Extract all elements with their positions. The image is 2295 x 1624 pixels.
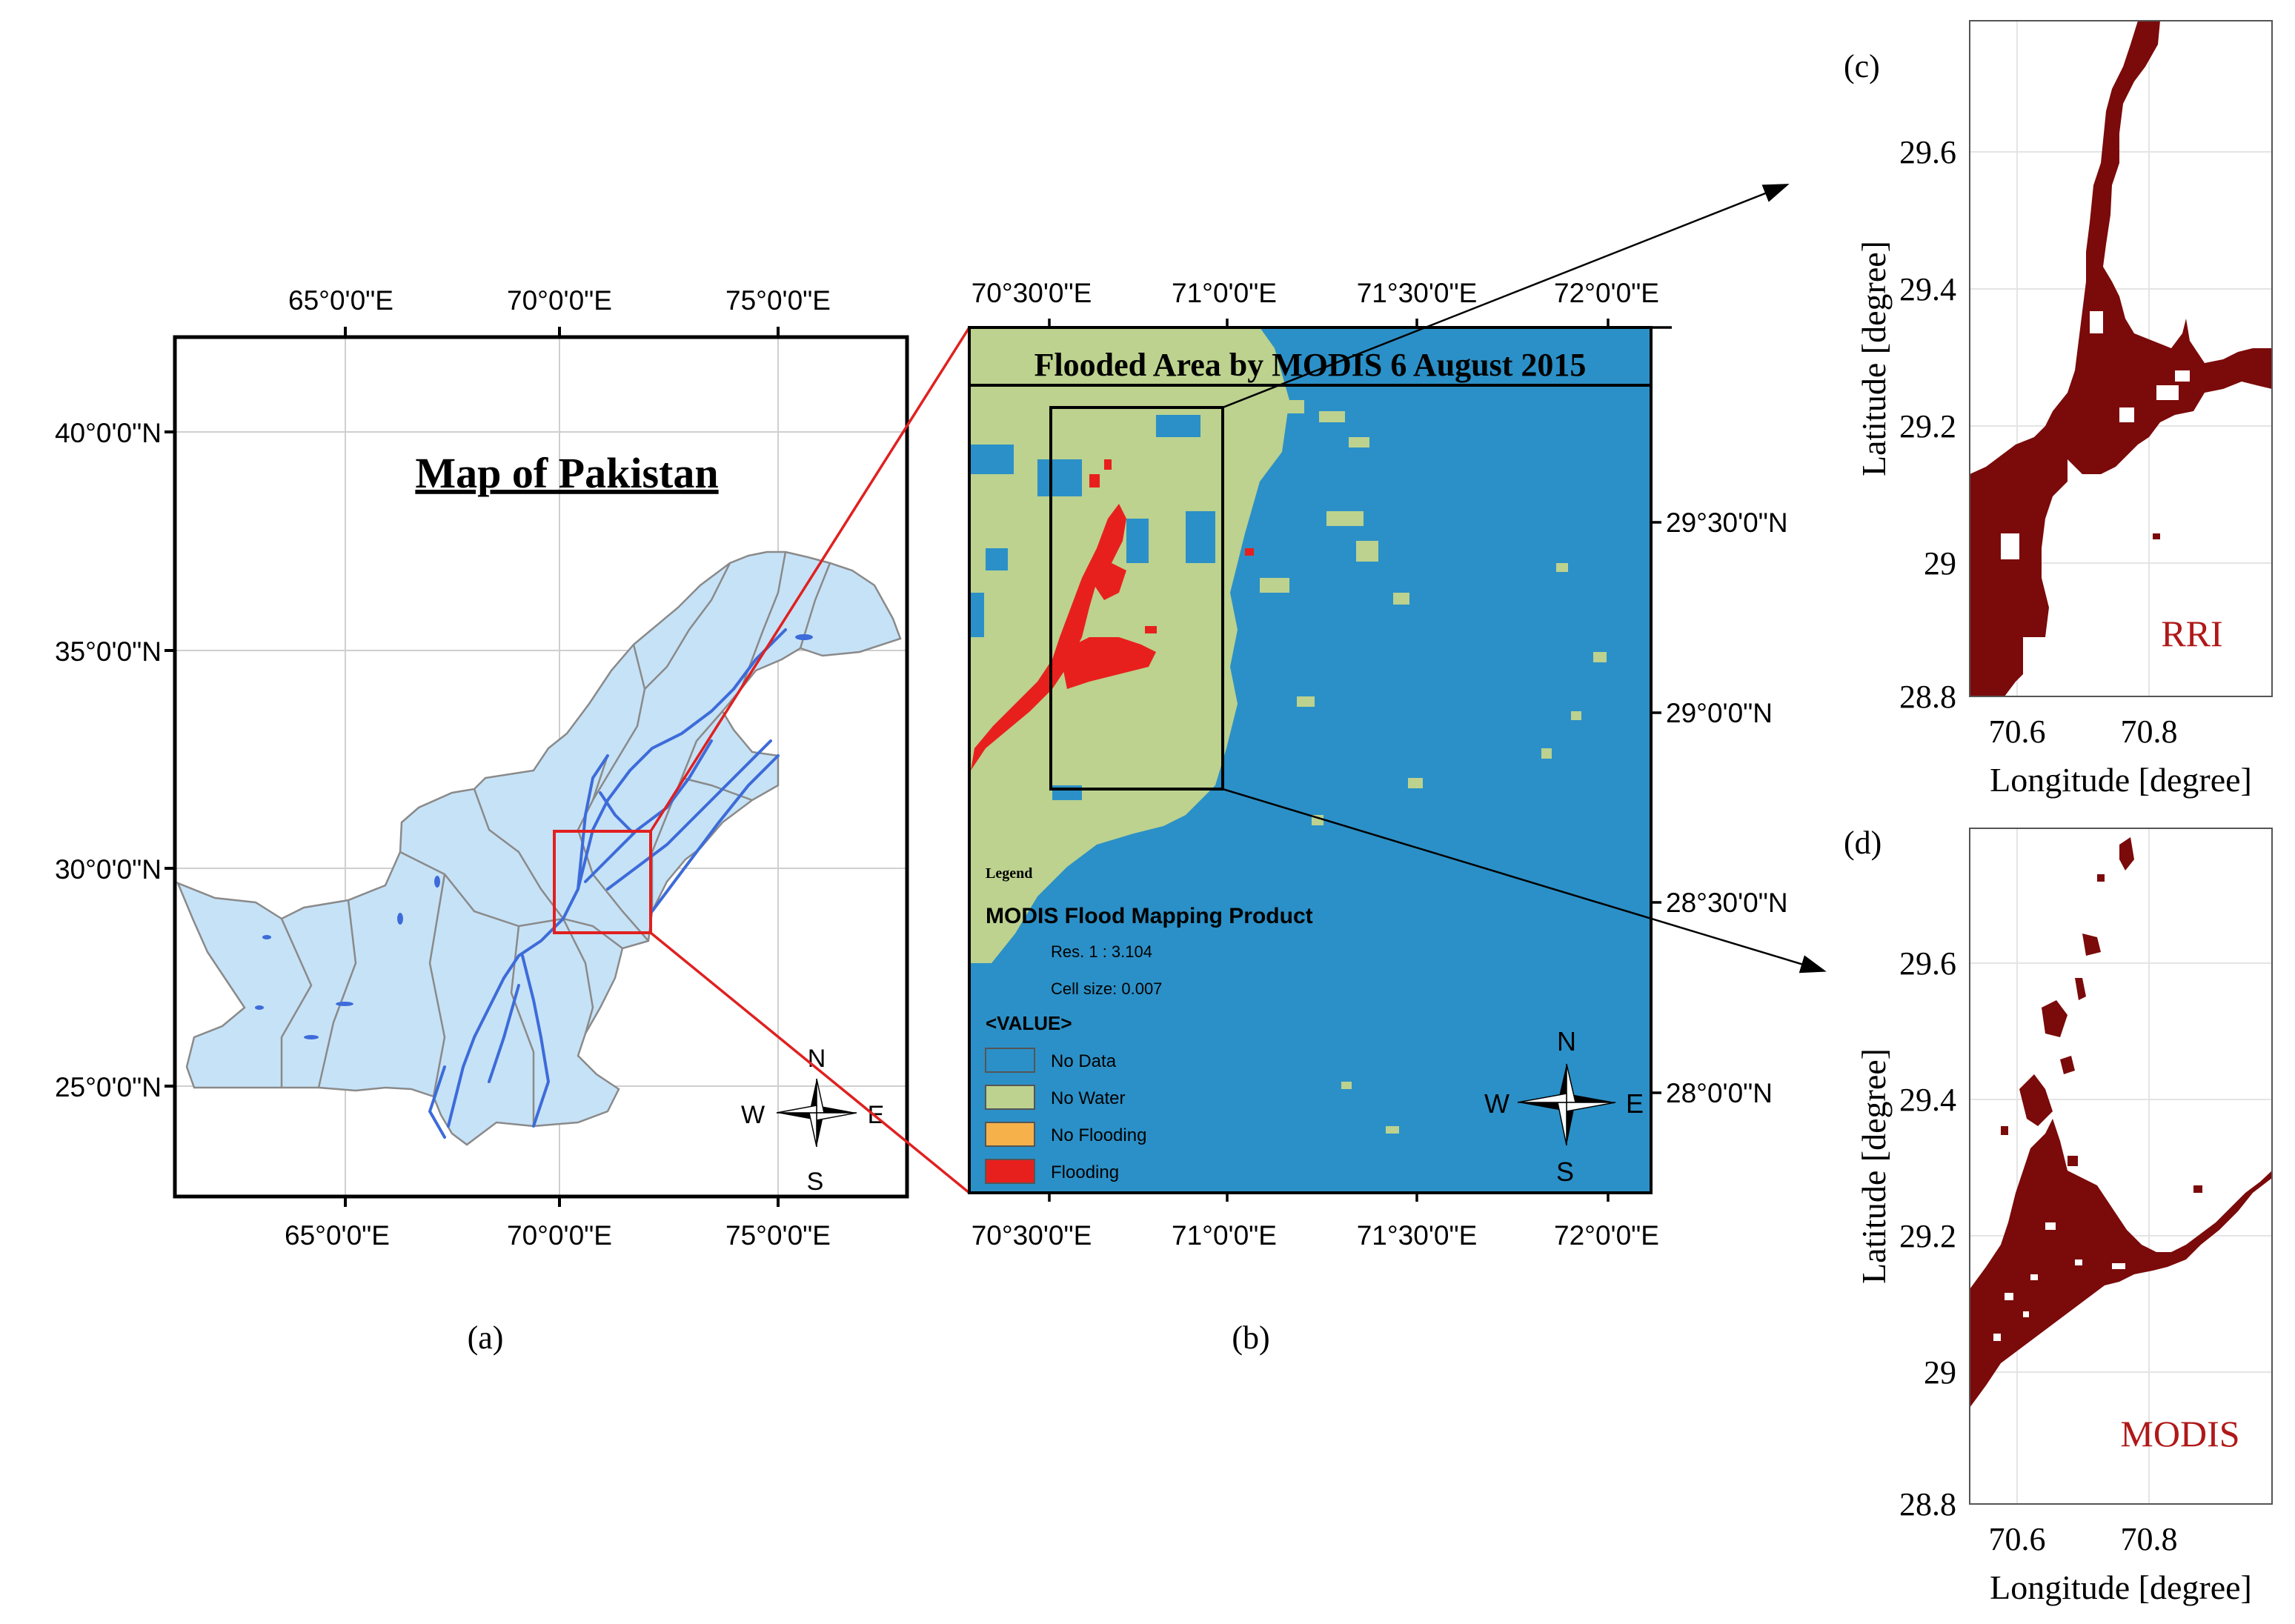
rri-flood-extent (1970, 21, 2272, 696)
panel-c: (c) RRI 29.6 29.4 29.2 29 28.8 70.6 70.8… (1844, 20, 2273, 799)
panel-b-title: Flooded Area by MODIS 6 August 2015 (1034, 347, 1587, 383)
c-xtick-2: 70.8 (2121, 713, 2178, 750)
b-top-lon-1: 70°30'0"E (972, 278, 1092, 308)
lakes (255, 634, 813, 1039)
a-top-lon-3: 75°0'0"E (725, 285, 831, 316)
compass-rose-icon: N S W E (1484, 1026, 1644, 1187)
panel-c-label: (c) (1844, 48, 1880, 84)
pakistan-outline (176, 550, 902, 1146)
swatch-flooding (985, 1159, 1035, 1184)
a-top-lon-1: 65°0'0"E (288, 285, 393, 316)
compass-b-w: W (1484, 1088, 1509, 1119)
a-lat-1: 40°0'0"N (55, 418, 162, 448)
swatch-no-data (985, 1048, 1035, 1073)
compass-a-w: W (741, 1101, 765, 1129)
panel-a-title: Map of Pakistan (415, 449, 718, 497)
c-ytick-5: 28.8 (1899, 679, 1956, 715)
subset-box (1049, 406, 1224, 791)
legend-cell: Cell size: 0.007 (1051, 979, 1162, 998)
panel-d-xlabel: Longitude [degree] (1990, 1568, 2252, 1606)
panel-b-frame (968, 326, 1653, 1194)
swatch-no-flooding (985, 1122, 1035, 1147)
no-water-patches (1260, 400, 1607, 1134)
d-ytick-1: 29.6 (1899, 945, 1956, 982)
d-ytick-3: 29.2 (1899, 1218, 1956, 1254)
d-xtick-1: 70.6 (1989, 1521, 2046, 1557)
legend-item-no-water: No Water (1051, 1088, 1125, 1108)
b-bot-lon-2: 71°0'0"E (1172, 1220, 1277, 1251)
panel-d-ylabel: Latitude [degree] (1855, 1048, 1893, 1284)
d-ytick-4: 29 (1924, 1354, 1956, 1391)
c-xtick-1: 70.6 (1989, 713, 2046, 750)
rivers (428, 628, 787, 1139)
swatch-no-water (985, 1085, 1035, 1110)
inset-box (553, 830, 652, 934)
legend-res: Res. 1 : 3.104 (1051, 942, 1152, 961)
flooding-region (971, 459, 1254, 771)
panel-b: Flooded Area by MODIS 6 August 2015 70°3… (968, 278, 1788, 1356)
b-lat-4: 28°0'0"N (1666, 1078, 1773, 1108)
b-lat-1: 29°30'0"N (1666, 508, 1788, 538)
inset-connectors (649, 327, 971, 1194)
panel-c-model: RRI (2161, 613, 2222, 654)
legend-product: MODIS Flood Mapping Product (986, 904, 1313, 928)
panel-b-caption: (b) (1232, 1320, 1269, 1356)
b-top-lon-2: 71°0'0"E (1172, 278, 1277, 308)
legend-item-flooding: Flooding (1051, 1162, 1119, 1182)
compass-b-s: S (1556, 1157, 1574, 1187)
b-bot-lon-1: 70°30'0"E (972, 1220, 1092, 1251)
d-xtick-2: 70.8 (2121, 1521, 2178, 1557)
a-lat-4: 25°0'0"N (55, 1072, 162, 1102)
province-boundaries (280, 551, 831, 1126)
panel-c-ylabel: Latitude [degree] (1855, 241, 1893, 476)
panel-a-caption: (a) (468, 1320, 504, 1356)
panel-d-grid (1970, 828, 2272, 1504)
panel-c-xlabel: Longitude [degree] (1990, 761, 2252, 799)
panel-d: (d) MODIS 29.6 29.4 29.2 29 28.8 70.6 70… (1844, 825, 2273, 1606)
b-lat-2: 29°0'0"N (1666, 698, 1773, 728)
compass-b-e: E (1626, 1088, 1644, 1119)
compass-a-s: S (807, 1168, 824, 1196)
no-data-patches (969, 415, 1215, 1193)
a-bot-lon-3: 75°0'0"E (725, 1220, 831, 1251)
legend-item-no-flooding: No Flooding (1051, 1125, 1146, 1145)
c-ytick-4: 29 (1924, 545, 1956, 582)
modis-flood-extent (1970, 837, 2272, 1408)
d-ytick-2: 29.4 (1899, 1082, 1956, 1118)
b-top-lon-3: 71°30'0"E (1357, 278, 1478, 308)
panel-d-frame (1969, 828, 2273, 1505)
subset-arrows (1222, 184, 1827, 974)
a-bot-lon-2: 70°0'0"E (507, 1220, 612, 1251)
panel-d-label: (d) (1844, 825, 1881, 861)
b-bot-lon-3: 71°30'0"E (1357, 1220, 1478, 1251)
b-lat-3: 28°30'0"N (1666, 888, 1788, 918)
compass-rose-icon: N S W E (741, 1045, 884, 1196)
legend-item-no-data: No Data (1051, 1051, 1117, 1071)
a-lat-2: 35°0'0"N (55, 636, 162, 667)
b-top-lon-4: 72°0'0"E (1554, 278, 1659, 308)
c-ytick-2: 29.4 (1899, 271, 1956, 307)
legend-heading: Legend (986, 865, 1032, 882)
d-ytick-5: 28.8 (1899, 1486, 1956, 1522)
a-bot-lon-1: 65°0'0"E (285, 1220, 390, 1251)
a-lat-3: 30°0'0"N (55, 854, 162, 885)
b-bot-lon-4: 72°0'0"E (1554, 1220, 1659, 1251)
map-legend: Legend MODIS Flood Mapping Product Res. … (985, 865, 1313, 1184)
panel-c-frame (1969, 20, 2273, 697)
legend-value: <VALUE> (986, 1012, 1072, 1034)
panel-a: Map of Pakistan 65°0'0"E 70°0'0"E 75°0'0… (55, 285, 909, 1356)
panel-a-frame (173, 335, 909, 1199)
c-ytick-3: 29.2 (1899, 408, 1956, 445)
compass-b-n: N (1557, 1026, 1576, 1056)
c-ytick-1: 29.6 (1899, 134, 1956, 170)
a-top-lon-2: 70°0'0"E (507, 285, 612, 316)
panel-d-model: MODIS (2120, 1413, 2239, 1454)
